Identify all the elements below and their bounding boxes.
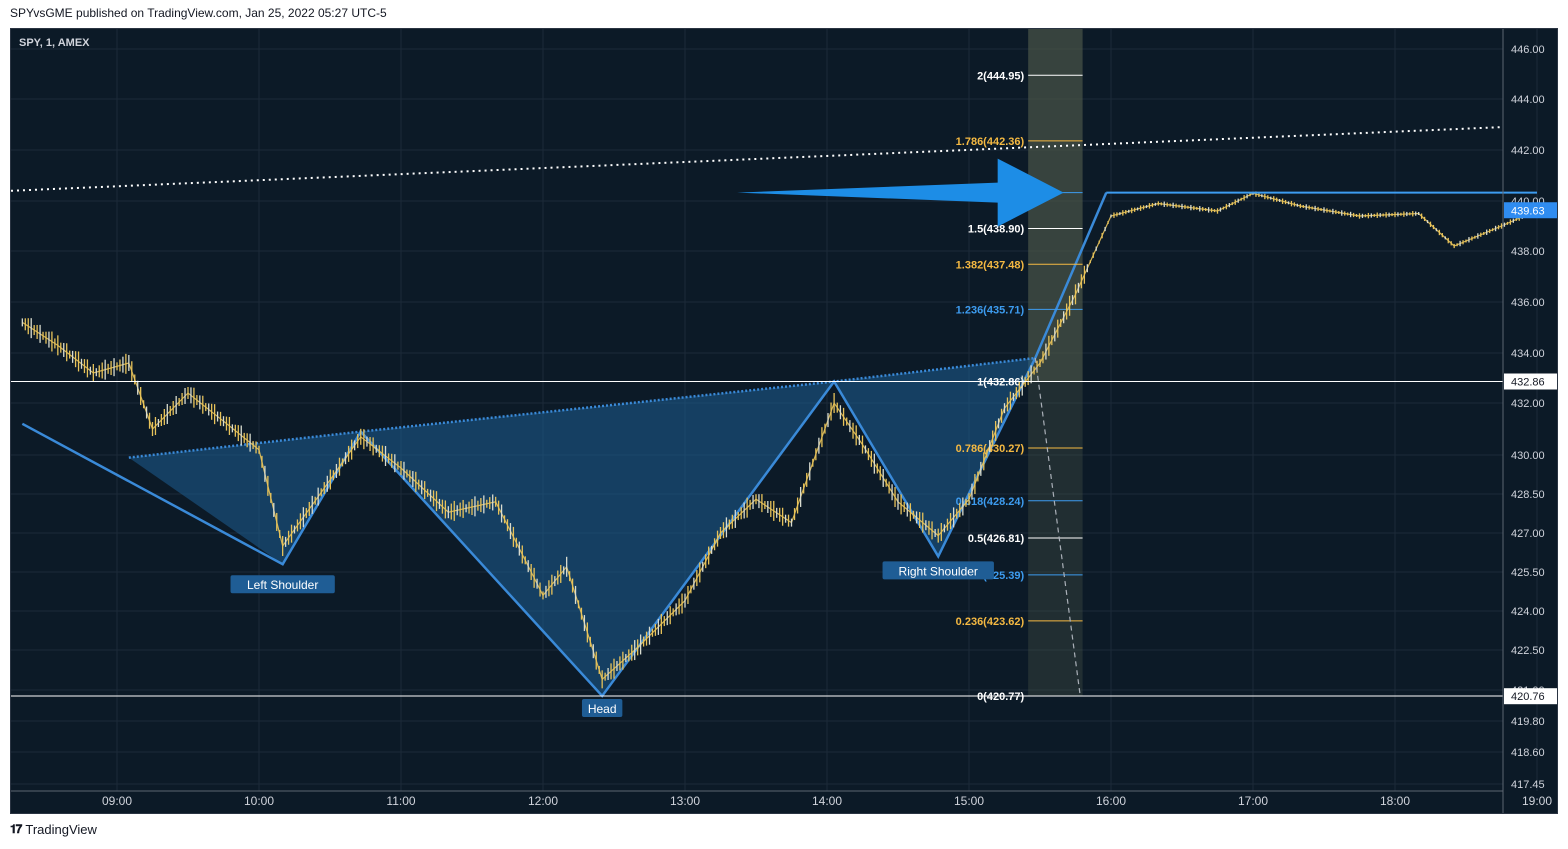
annotation-badge [581,698,623,717]
neckline [128,356,1036,459]
y-tick-label: 446.00 [1511,44,1545,56]
y-tick-label: 432.00 [1511,398,1545,410]
fib-level-label: 0.236(423.62) [956,616,1025,628]
footer-brand: 𝟏𝟕 TradingView [10,822,97,837]
price-label-badge [1504,202,1557,219]
published-header: SPYvsGME published on TradingView.com, J… [10,6,387,20]
fib-level-label: 1.236(435.71) [956,304,1025,316]
price-label-text: 432.86 [1511,377,1545,389]
x-tick-label: 19:00 [1522,794,1552,808]
x-tick-label: 10:00 [244,794,274,808]
extension-dashed-line [1034,357,1081,697]
fib-level-label: 2(444.95) [977,70,1024,82]
symbol-label: SPY, 1, AMEX [19,37,90,49]
annotation-layer: Left Shoulder Head Right Shoulder [230,561,994,717]
x-tick-label: 15:00 [954,794,984,808]
x-tick-label: 12:00 [528,794,558,808]
fib-level-label: 0.5(426.81) [968,533,1025,545]
left-shoulder-fill [128,431,361,565]
y-tick-label: 419.80 [1511,716,1545,728]
price-label-text: 420.76 [1511,691,1545,703]
y-tick-label: 417.45 [1511,779,1545,791]
axis-layer: 09:00 10:00 11:00 12:00 13:00 14:00 15:00 16:00… [11,29,1557,813]
x-tick-label: 14:00 [812,794,842,808]
chart-svg[interactable]: 2(444.95)1.786(442.36)1.618(440.33)1.5(4… [10,29,1557,813]
annotation-badge [230,575,335,594]
annotation-label: Right Shoulder [899,564,978,578]
footer-brand-label: TradingView [25,822,97,837]
head-fill [360,381,835,696]
y-tick-label: 424.00 [1511,606,1545,618]
x-tick-label: 18:00 [1380,794,1410,808]
y-tick-label: 427.00 [1511,528,1545,540]
y-tick-label: 428.50 [1511,489,1545,501]
price-label-badge [1504,373,1557,390]
highlight-band-lower [1028,381,1083,696]
price-label-text: 439.63 [1511,205,1545,217]
price-layer [21,191,1538,689]
x-tick-label: 16:00 [1096,794,1126,808]
fib-level-label: 1(432.86) [977,377,1024,389]
chart-frame[interactable]: 2(444.95)1.786(442.36)1.618(440.33)1.5(4… [10,28,1558,814]
price-label-badge [1504,688,1557,705]
y-tick-label: 418.60 [1511,747,1545,759]
grid-layer [11,29,1538,791]
annotation-badge [882,561,994,580]
right-shoulder-fill [834,358,1036,557]
target-arrow-icon [737,158,1064,227]
fib-level-label: 0(420.77) [977,691,1024,703]
x-tick-label: 09:00 [102,794,132,808]
tradingview-logo-icon: 𝟏𝟕 [10,822,22,836]
x-tick-label: 11:00 [386,794,415,808]
y-tick-label: 434.00 [1511,348,1545,360]
y-tick-label: 425.50 [1511,567,1545,579]
x-tick-label: 13:00 [670,794,700,808]
y-tick-label: 430.00 [1511,450,1545,462]
y-tick-label: 436.00 [1511,297,1545,309]
annotation-label: Head [588,702,617,716]
y-tick-label: 422.50 [1511,645,1545,657]
fib-level-label: 1.786(442.36) [956,136,1025,148]
y-tick-label: 442.00 [1511,145,1545,157]
fib-level-label: 1.5(438.90) [968,224,1025,236]
y-tick-label: 438.00 [1511,246,1545,258]
pattern-layer [21,192,1108,698]
lines-layer [10,126,1537,697]
annotation-label: Left Shoulder [247,578,318,592]
x-tick-label: 17:00 [1238,794,1268,808]
y-tick-label: 444.00 [1511,94,1545,106]
fib-level-label: 1.382(437.48) [956,259,1025,271]
fib-level-label: 0.618(428.24) [956,496,1025,508]
